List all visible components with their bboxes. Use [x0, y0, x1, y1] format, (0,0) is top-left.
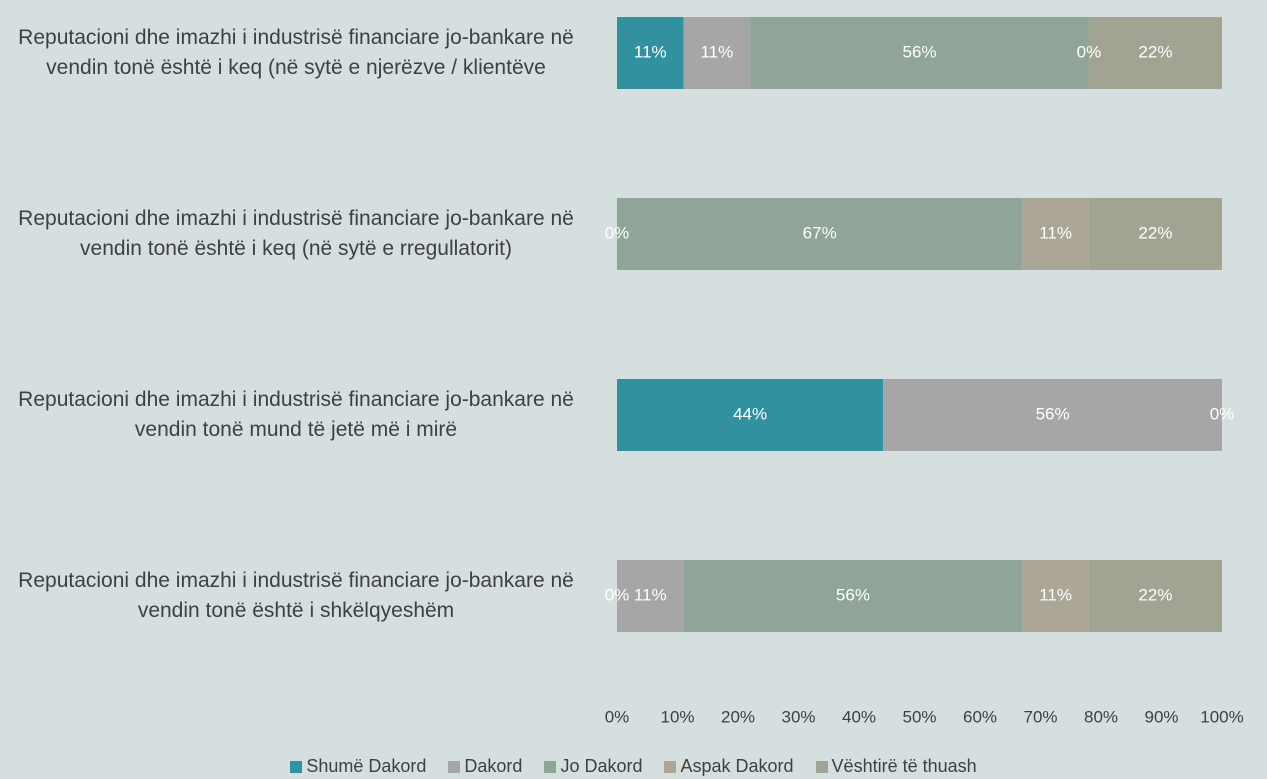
legend-label: Aspak Dakord	[680, 756, 794, 776]
category-label: Reputacioni dhe imazhi i industrisë fina…	[18, 26, 574, 79]
legend-label: Vështirë të thuash	[831, 756, 977, 776]
legend-item: Shumë Dakord	[290, 756, 426, 777]
x-tick-label: 50%	[902, 707, 936, 726]
data-label: 0%	[1210, 404, 1235, 423]
x-tick-label: 0%	[605, 707, 630, 726]
category-label: Reputacioni dhe imazhi i industrisë fina…	[18, 207, 574, 260]
data-label: 11%	[634, 42, 667, 61]
data-label: 22%	[1138, 42, 1172, 61]
legend-swatch	[290, 760, 303, 773]
bar-segment	[1088, 198, 1222, 270]
bar-segment	[617, 17, 684, 89]
data-label: 22%	[1138, 585, 1172, 604]
legend-item: Vështirë të thuash	[815, 756, 977, 777]
data-label: 56%	[1036, 404, 1070, 423]
data-label: 11%	[634, 585, 667, 604]
bar-segment	[617, 560, 684, 632]
legend-item: Jo Dakord	[544, 756, 642, 777]
data-label: 44%	[733, 404, 767, 423]
bar-segment	[1022, 560, 1089, 632]
x-tick-label: 70%	[1023, 707, 1057, 726]
legend-swatch	[815, 760, 828, 773]
bar-segment	[617, 379, 884, 451]
data-label: 0%	[605, 585, 630, 604]
bar-segment	[1022, 198, 1089, 270]
legend-label: Shumë Dakord	[306, 756, 427, 776]
data-label: 11%	[1039, 585, 1072, 604]
data-label: 56%	[902, 42, 936, 61]
bar-segment	[1088, 17, 1222, 89]
bar-segment	[750, 17, 1089, 89]
legend-swatch	[664, 760, 677, 773]
data-label: 67%	[803, 223, 837, 242]
data-label: 11%	[700, 42, 733, 61]
legend-label: Dakord	[464, 756, 523, 776]
data-label: 56%	[836, 585, 870, 604]
x-tick-label: 100%	[1200, 707, 1243, 726]
x-tick-label: 30%	[781, 707, 815, 726]
legend-item: Aspak Dakord	[664, 756, 794, 777]
legend-swatch	[448, 760, 461, 773]
bar-segment	[683, 560, 1023, 632]
data-label: 22%	[1138, 223, 1172, 242]
data-label: 0%	[605, 223, 630, 242]
bar-segment	[883, 379, 1222, 451]
bar-segment	[617, 198, 1023, 270]
x-tick-label: 60%	[963, 707, 997, 726]
legend: Shumë Dakord Dakord Jo Dakord Aspak Dakord V…	[0, 756, 1267, 777]
data-label: 0%	[1077, 42, 1102, 61]
x-tick-label: 10%	[660, 707, 694, 726]
bar-segment	[683, 17, 751, 89]
legend-label: Jo Dakord	[560, 756, 643, 776]
x-tick-label: 80%	[1084, 707, 1118, 726]
category-label: Reputacioni dhe imazhi i industrisë fina…	[18, 388, 574, 441]
x-tick-label: 90%	[1144, 707, 1178, 726]
legend-item: Dakord	[448, 756, 522, 777]
category-label: Reputacioni dhe imazhi i industrisë fina…	[18, 569, 574, 622]
legend-swatch	[544, 760, 557, 773]
data-label: 11%	[1039, 223, 1072, 242]
x-tick-label: 40%	[842, 707, 876, 726]
bar-segment	[1088, 560, 1222, 632]
x-tick-label: 20%	[721, 707, 755, 726]
